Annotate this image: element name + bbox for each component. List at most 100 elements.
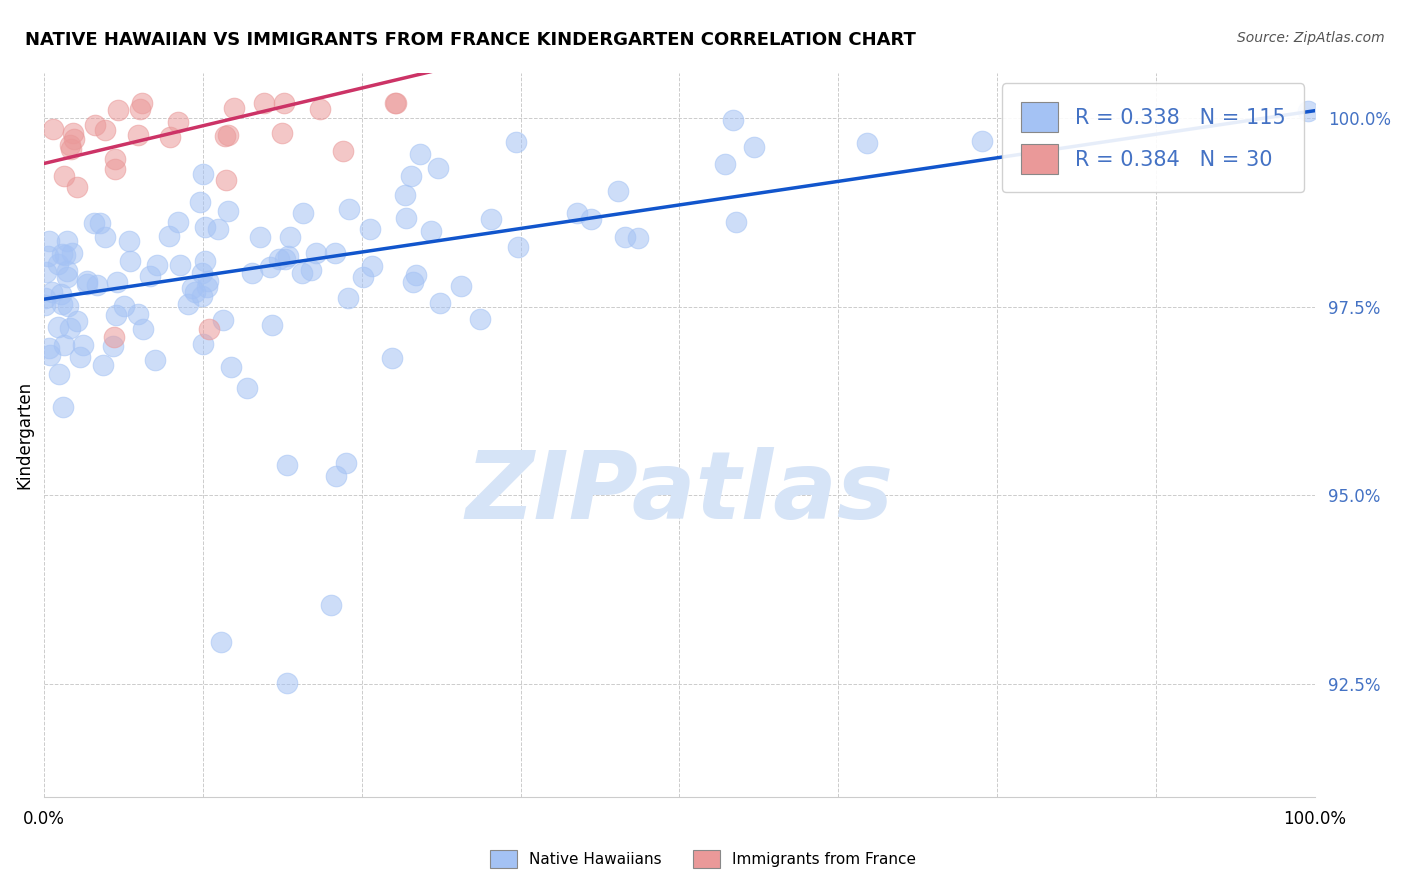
Text: Source: ZipAtlas.com: Source: ZipAtlas.com bbox=[1237, 31, 1385, 45]
Point bbox=[56, 269, 79, 284]
Point bbox=[270, 127, 292, 141]
Point bbox=[69, 351, 91, 365]
Point bbox=[66, 180, 89, 194]
Point bbox=[94, 230, 117, 244]
Point bbox=[195, 280, 218, 294]
Point bbox=[278, 230, 301, 244]
Point bbox=[427, 161, 450, 176]
Point bbox=[336, 291, 359, 305]
Point bbox=[359, 222, 381, 236]
Point bbox=[249, 229, 271, 244]
Point bbox=[1298, 103, 1320, 118]
Point bbox=[38, 348, 60, 362]
Point bbox=[105, 276, 128, 290]
Point bbox=[41, 285, 63, 299]
Legend: R = 0.338   N = 115, R = 0.384   N = 30: R = 0.338 N = 115, R = 0.384 N = 30 bbox=[1002, 83, 1305, 193]
Point bbox=[89, 216, 111, 230]
Point bbox=[198, 322, 221, 336]
Point bbox=[128, 103, 150, 117]
Point bbox=[118, 234, 141, 248]
Point bbox=[38, 235, 60, 249]
Point bbox=[60, 246, 83, 260]
Point bbox=[84, 119, 107, 133]
Point bbox=[217, 128, 239, 142]
Point bbox=[565, 206, 588, 220]
Point bbox=[319, 599, 342, 613]
Point bbox=[105, 308, 128, 322]
Point bbox=[352, 269, 374, 284]
Point bbox=[62, 127, 84, 141]
Point bbox=[191, 167, 214, 181]
Point bbox=[86, 277, 108, 292]
Point bbox=[46, 257, 69, 271]
Point bbox=[52, 338, 75, 352]
Point bbox=[93, 122, 115, 136]
Point bbox=[166, 115, 188, 129]
Point bbox=[184, 285, 207, 299]
Point bbox=[429, 295, 451, 310]
Point bbox=[51, 286, 73, 301]
Point bbox=[235, 381, 257, 395]
Point bbox=[409, 146, 432, 161]
Point bbox=[159, 130, 181, 145]
Point bbox=[91, 358, 114, 372]
Point bbox=[721, 113, 744, 128]
Point bbox=[325, 245, 347, 260]
Point bbox=[970, 135, 993, 149]
Point bbox=[34, 291, 56, 305]
Point bbox=[177, 297, 200, 311]
Point bbox=[127, 128, 149, 143]
Point bbox=[332, 144, 354, 158]
Point bbox=[120, 253, 142, 268]
Legend: Native Hawaiians, Immigrants from France: Native Hawaiians, Immigrants from France bbox=[478, 838, 928, 880]
Point bbox=[215, 173, 238, 187]
Point bbox=[56, 264, 79, 278]
Point bbox=[856, 136, 879, 150]
Point bbox=[181, 281, 204, 295]
Point bbox=[614, 230, 637, 244]
Point bbox=[360, 260, 382, 274]
Point bbox=[309, 102, 332, 116]
Point bbox=[60, 143, 83, 157]
Point bbox=[219, 360, 242, 375]
Point bbox=[402, 275, 425, 289]
Point bbox=[506, 240, 529, 254]
Point bbox=[131, 96, 153, 111]
Point bbox=[385, 96, 408, 111]
Point bbox=[104, 152, 127, 166]
Point bbox=[405, 268, 427, 282]
Point bbox=[53, 169, 76, 184]
Point bbox=[51, 297, 73, 311]
Point bbox=[72, 338, 94, 352]
Point bbox=[381, 351, 404, 365]
Point bbox=[211, 313, 233, 327]
Point bbox=[83, 216, 105, 230]
Point bbox=[627, 231, 650, 245]
Point bbox=[399, 169, 422, 183]
Point bbox=[209, 635, 232, 649]
Y-axis label: Kindergarten: Kindergarten bbox=[15, 381, 32, 489]
Point bbox=[742, 140, 765, 154]
Point bbox=[214, 129, 236, 144]
Point bbox=[194, 254, 217, 268]
Point bbox=[273, 96, 295, 111]
Point bbox=[139, 268, 162, 283]
Point bbox=[384, 96, 406, 111]
Point bbox=[607, 184, 630, 198]
Point bbox=[395, 211, 418, 225]
Point bbox=[292, 205, 315, 219]
Point bbox=[217, 204, 239, 219]
Point bbox=[103, 330, 125, 344]
Text: NATIVE HAWAIIAN VS IMMIGRANTS FROM FRANCE KINDERGARTEN CORRELATION CHART: NATIVE HAWAIIAN VS IMMIGRANTS FROM FRANC… bbox=[25, 31, 917, 49]
Point bbox=[394, 188, 416, 202]
Point bbox=[38, 341, 60, 355]
Point bbox=[274, 252, 297, 266]
Point bbox=[479, 211, 502, 226]
Point bbox=[276, 458, 298, 473]
Point bbox=[37, 250, 59, 264]
Point bbox=[34, 298, 56, 312]
Point bbox=[48, 368, 70, 382]
Point bbox=[260, 318, 283, 332]
Point bbox=[143, 352, 166, 367]
Point bbox=[267, 252, 290, 267]
